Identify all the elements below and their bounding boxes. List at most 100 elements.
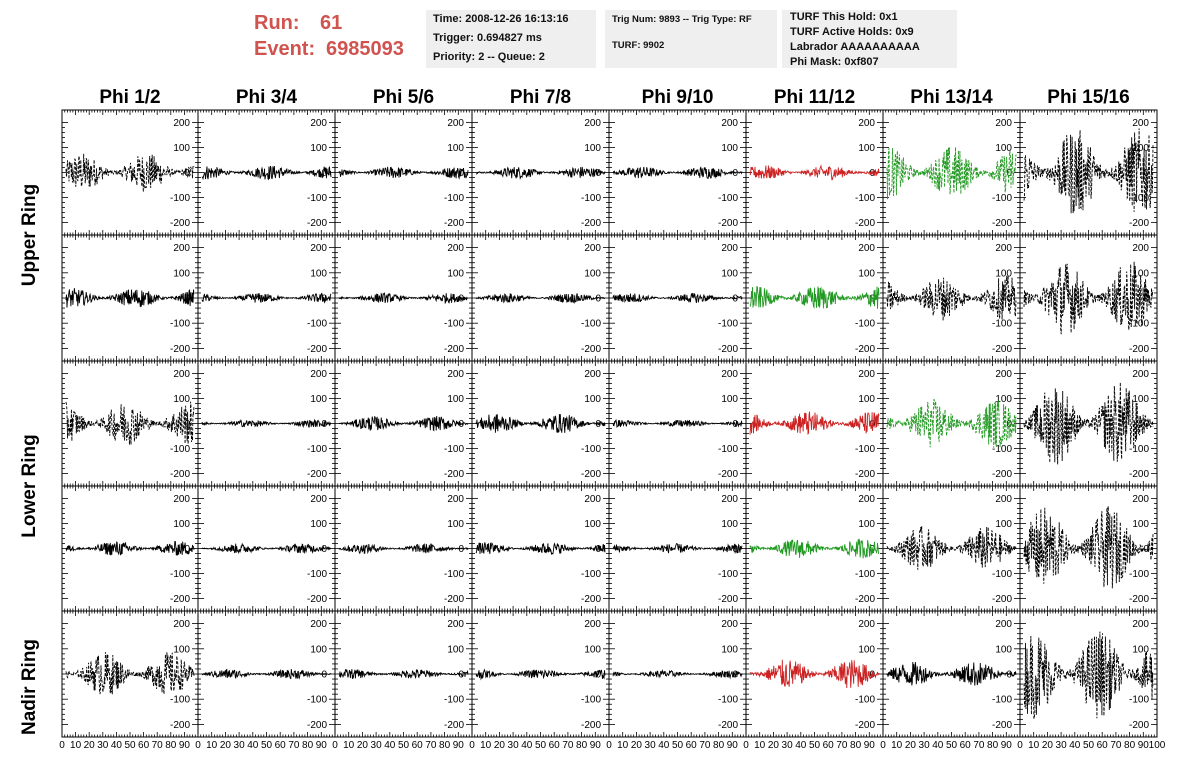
y-tick-label: 200 xyxy=(173,118,190,129)
y-tick-label: 100 xyxy=(995,394,1012,405)
waveform-trace xyxy=(612,543,743,554)
time-info-box: Time: 2008-12-26 16:13:16 Trigger: 0.694… xyxy=(426,10,596,68)
y-tick-label: 100 xyxy=(310,519,327,530)
waveform-trace xyxy=(612,293,743,304)
y-tick-label: -100 xyxy=(718,569,738,580)
y-tick-label: -200 xyxy=(170,469,190,480)
y-tick-label: -100 xyxy=(307,193,327,204)
waveform-trace xyxy=(886,147,1017,200)
y-tick-label: -200 xyxy=(992,344,1012,355)
waveform-trace xyxy=(1023,261,1154,335)
y-tick-label: 200 xyxy=(858,494,875,505)
panel-r4-c4: 200 100 0 -100 -200 xyxy=(471,485,610,612)
y-tick-label: 100 xyxy=(310,394,327,405)
y-tick-label: 200 xyxy=(858,369,875,380)
y-tick-label: 100 xyxy=(447,519,464,530)
y-tick-label: 100 xyxy=(584,394,601,405)
y-tick-label: -100 xyxy=(1129,444,1149,455)
y-tick-label: -200 xyxy=(992,469,1012,480)
waveform-trace xyxy=(65,288,195,308)
y-tick-label: -200 xyxy=(444,469,464,480)
y-tick-label: -200 xyxy=(444,594,464,605)
panel-r4-c3: 200 100 0 -100 -200 xyxy=(334,485,473,612)
waveform-trace xyxy=(475,293,606,304)
waveform-trace xyxy=(201,165,332,181)
y-tick-label: 200 xyxy=(858,243,875,254)
waveform-trace xyxy=(475,542,606,556)
y-tick-label: -100 xyxy=(1129,319,1149,330)
y-tick-label: 200 xyxy=(173,369,190,380)
y-tick-label: -100 xyxy=(444,444,464,455)
waveform-trace xyxy=(201,419,332,429)
y-tick-label: -200 xyxy=(170,344,190,355)
y-tick-label: -100 xyxy=(992,569,1012,580)
waveform-trace xyxy=(886,398,1017,448)
panel-r1-c7: 200 100 0 -100 -200 xyxy=(882,109,1021,236)
y-tick-label: -200 xyxy=(444,218,464,229)
event-value: 6985093 xyxy=(326,38,404,60)
y-tick-label: -100 xyxy=(307,569,327,580)
y-tick-label: -100 xyxy=(1129,193,1149,204)
y-tick-label: -200 xyxy=(307,218,327,229)
y-tick-label: 100 xyxy=(858,394,875,405)
y-tick-label: -100 xyxy=(855,193,875,204)
y-tick-label: 100 xyxy=(995,519,1012,530)
column-header-phi-9-10: Phi 9/10 xyxy=(641,87,714,108)
waveform-trace xyxy=(475,166,606,180)
waveform-trace xyxy=(749,164,880,181)
y-tick-label: -200 xyxy=(307,469,327,480)
y-tick-label: 200 xyxy=(310,243,327,254)
y-tick-label: 100 xyxy=(721,394,738,405)
y-tick-label: 100 xyxy=(1132,143,1149,154)
y-tick-label: -100 xyxy=(855,569,875,580)
y-tick-label: 100 xyxy=(995,268,1012,279)
y-tick-label: -100 xyxy=(581,444,601,455)
y-tick-label: 200 xyxy=(584,494,601,505)
y-tick-label: -200 xyxy=(170,594,190,605)
waveform-trace xyxy=(749,538,879,559)
y-tick-label: 100 xyxy=(721,519,738,530)
waveform-trace xyxy=(338,166,469,180)
y-tick-label: -100 xyxy=(170,193,190,204)
y-tick-label: -100 xyxy=(718,444,738,455)
y-tick-label: -100 xyxy=(855,444,875,455)
y-tick-label: 0 xyxy=(1006,419,1012,430)
y-tick-label: -100 xyxy=(170,444,190,455)
y-tick-label: 100 xyxy=(1132,519,1149,530)
y-tick-label: 200 xyxy=(447,369,464,380)
turf-info-box: TURF This Hold: 0x1 TURF Active Holds: 0… xyxy=(782,10,957,68)
panel-r2-c7: 200 100 0 -100 -200 xyxy=(882,234,1021,362)
phi-mask-text: Phi Mask: 0xf807 xyxy=(790,56,879,68)
panel-r1-c4: 200 100 0 -100 -200 xyxy=(471,109,610,236)
waveform-trace xyxy=(338,292,469,305)
column-header-phi-1-2: Phi 1/2 xyxy=(99,87,161,108)
trigger-text: Trigger: 0.694827 ms xyxy=(433,32,542,44)
y-tick-label: 200 xyxy=(1132,118,1149,129)
panel-r4-c2: 200 100 0 -100 -200 xyxy=(197,485,336,612)
y-tick-label: 0 xyxy=(1006,544,1012,555)
y-tick-label: 200 xyxy=(447,243,464,254)
waveform-trace xyxy=(886,275,1017,321)
y-tick-label: 100 xyxy=(584,268,601,279)
y-tick-label: -200 xyxy=(718,594,738,605)
column-header-phi-3-4: Phi 3/4 xyxy=(235,87,298,108)
y-tick-label: 200 xyxy=(1132,369,1149,380)
y-tick-label: 100 xyxy=(1132,268,1149,279)
y-tick-label: -100 xyxy=(170,319,190,330)
y-tick-label: -100 xyxy=(307,444,327,455)
waveform-trace xyxy=(338,415,469,432)
y-tick-label: 200 xyxy=(584,118,601,129)
y-tick-label: -200 xyxy=(718,218,738,229)
y-tick-label: -100 xyxy=(581,319,601,330)
column-header-phi-11-12: Phi 11/12 xyxy=(773,87,856,108)
column-header-phi-7-8: Phi 7/8 xyxy=(509,87,572,108)
y-tick-label: 200 xyxy=(995,494,1012,505)
